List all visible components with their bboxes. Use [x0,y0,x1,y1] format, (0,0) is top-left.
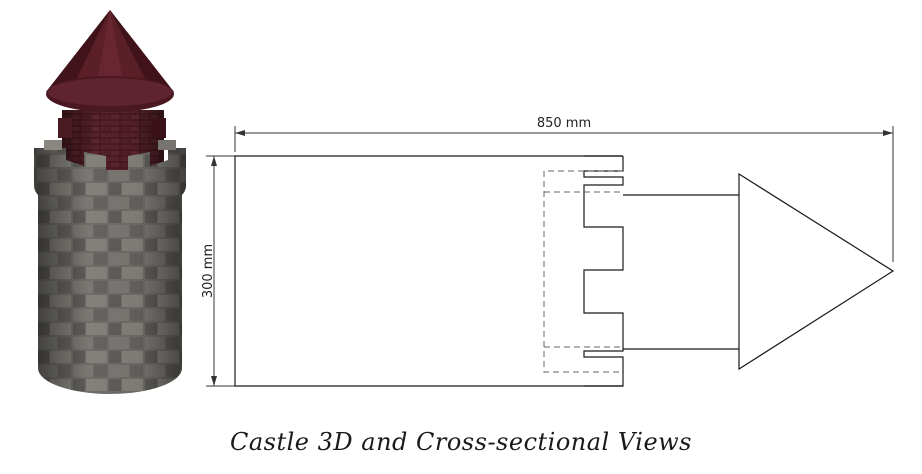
battlements [34,140,186,214]
height-dimension: 300 mm [201,155,236,387]
height-dimension-label: 300 mm [201,244,216,298]
castle-3d-view [34,10,186,394]
tower-outline [234,155,624,387]
width-dimension-label: 850 mm [537,116,591,131]
hidden-lines [543,170,624,373]
tower-body [38,182,182,394]
cross-section-view: 850 mm 300 mm [201,116,895,387]
figure-caption: Castle 3D and Cross-sectional Views [229,428,692,456]
width-dimension: 850 mm [234,116,894,262]
roof-cone-outline [738,172,895,371]
battlement-profile [583,156,624,387]
turret-outline [623,194,739,350]
conical-roof [46,10,174,112]
